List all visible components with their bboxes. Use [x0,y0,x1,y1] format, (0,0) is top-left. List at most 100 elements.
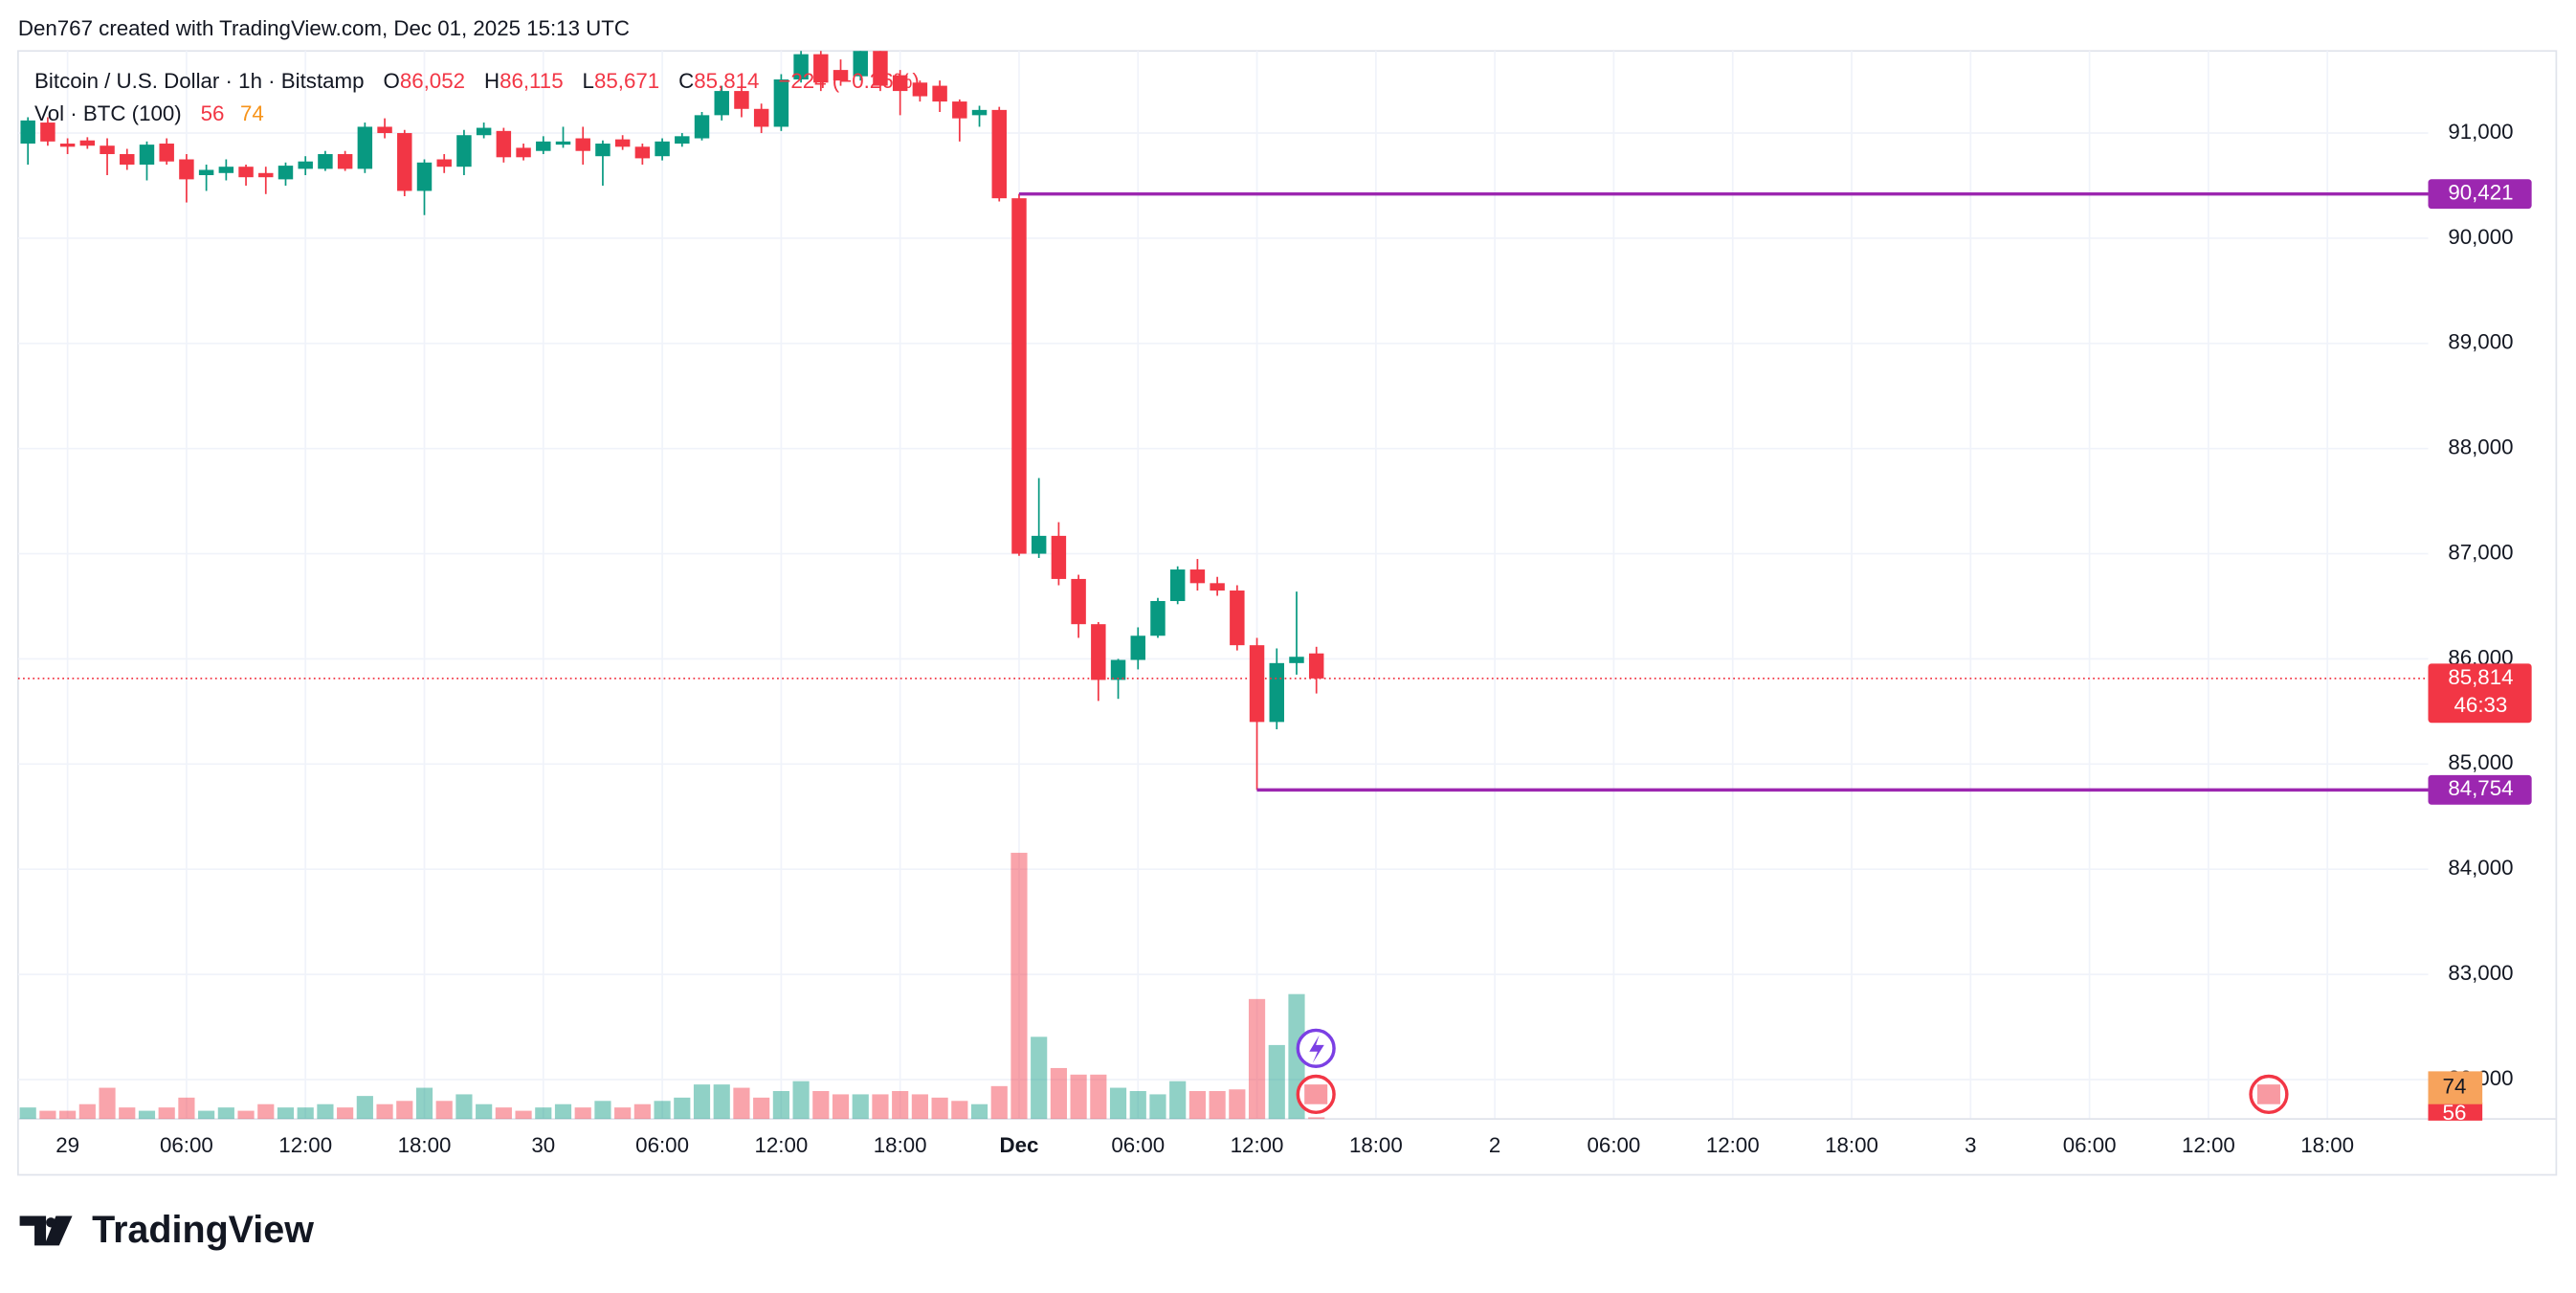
candle-body [932,85,947,102]
legend-key: O [383,69,399,93]
volume-bar [198,1110,215,1120]
volume-bar [554,1104,572,1120]
brand-logo [46,1217,56,1228]
candle-body [1011,198,1027,554]
x-tick-label: 29 [56,1133,79,1157]
volume-bar [178,1097,195,1120]
volume-title: Vol · BTC (100) [34,101,182,125]
volume-bar [970,1104,988,1120]
volume-bar [415,1087,433,1120]
brand-name: TradingView [92,1209,314,1251]
volume-bar [257,1104,275,1120]
y-tick-label: 88,000 [2448,435,2513,459]
volume-bar [654,1101,671,1120]
volume-bar [455,1094,473,1120]
candle-body [1289,657,1304,663]
legend-value: 85,814 [694,69,759,93]
candle-body [1210,583,1225,591]
volume-bar [337,1107,354,1120]
overlay-layer: 90,421 84,754 85,814 46:33 56 74 [17,179,2543,1144]
candle-body [120,154,135,166]
brand-logo [19,1215,73,1246]
x-tick-label: 06:00 [1588,1133,1641,1157]
volume-bar [633,1104,651,1120]
x-tick-label: 3 [1965,1133,1976,1157]
candle-body [773,78,789,127]
volume-bar [1248,998,1266,1120]
volume-bar [59,1110,77,1120]
volume-bar [990,1085,1008,1120]
volume-bar [911,1094,928,1120]
volume-bar [1070,1074,1087,1120]
candle-body [139,145,155,166]
candle-body [1110,659,1126,680]
volume-bar [356,1096,373,1120]
x-tick-label: 2 [1489,1133,1500,1157]
volume-bar [237,1110,255,1120]
candle-body [1130,635,1145,660]
candle-body [753,108,769,127]
candle-body [813,54,829,83]
event-icons [1296,1028,2289,1115]
candle-body [416,162,433,191]
volume-bar [812,1090,830,1120]
watermark: Den767 created with TradingView.com, Dec… [18,16,630,40]
x-tick-label: 18:00 [2300,1133,2354,1157]
candle-body [1249,645,1265,723]
volume-legend: Vol · BTC (100) 56 74 [34,101,264,125]
candle-body [734,91,749,109]
volume-bar [39,1110,56,1120]
legend-value: 85,671 [594,69,659,93]
candle-body [79,140,96,146]
candle-body [258,172,274,178]
volume-bar [1129,1090,1146,1120]
volume-bar [476,1104,493,1120]
candle-body [1308,653,1324,679]
brand: TradingView [19,1209,314,1251]
volume-bar [574,1107,591,1120]
volume-bar [1169,1081,1187,1120]
candle-body [476,127,492,136]
candle-body [278,166,294,180]
candle-body [536,141,551,151]
volume-bar [119,1107,136,1120]
candle-body [337,154,353,169]
candle-body [456,135,472,167]
volume-bar [1031,1037,1048,1120]
candle-body [238,167,254,178]
candle-body [298,161,313,169]
y-tick-label: 83,000 [2448,961,2513,985]
symbol-title: Bitcoin / U.S. Dollar · 1h · Bitstamp [34,69,364,93]
volume-ma: 74 [240,101,264,125]
volume-bar [535,1107,552,1120]
volume-bar [158,1107,175,1120]
volume-bar [396,1101,413,1120]
legend-key: H [484,69,500,93]
x-tick-label: 18:00 [1349,1133,1403,1157]
candle-body [40,123,56,142]
candle-body [655,141,670,157]
legend-key: C [678,69,694,93]
x-tick-label: Dec [1000,1133,1039,1157]
volume-bar [19,1107,36,1120]
legend-value: 86,115 [500,69,564,93]
candle-body [555,141,571,145]
legend-title: Bitcoin / U.S. Dollar · 1h · Bitstamp O 8… [34,69,920,93]
level-label: 84,754 [2448,776,2513,800]
candle-body [20,120,35,145]
volume-bar [495,1107,512,1120]
volume-bar [594,1101,611,1120]
x-tick-label: 06:00 [160,1133,213,1157]
volume-bar [892,1090,909,1120]
candle-body [1071,578,1086,625]
candle-body [675,136,690,145]
volume-bar [733,1087,750,1120]
volume-bar [317,1104,334,1120]
volume-bar [1109,1087,1127,1120]
y-tick-label: 89,000 [2448,330,2513,354]
candle-body [179,159,194,180]
volume-bar [1090,1074,1107,1120]
flag-icon [2256,1084,2280,1104]
candle-body [991,109,1007,199]
